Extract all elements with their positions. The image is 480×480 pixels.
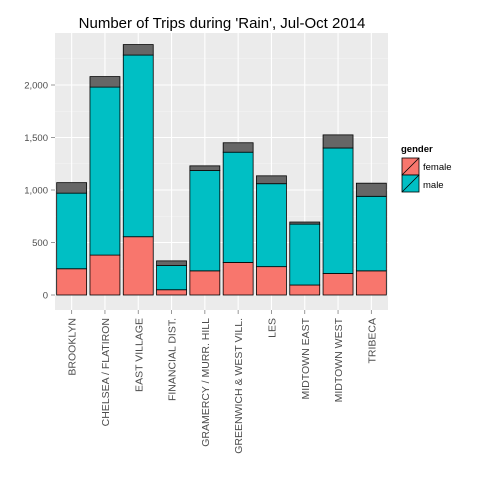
bars (56, 44, 387, 296)
x-tick-label: BROOKLYN (67, 318, 79, 376)
legend-title: gender (401, 144, 433, 155)
bar-segment-female-7 (289, 284, 321, 296)
bar-segment-female-3 (156, 289, 187, 296)
bar-segment-female-8 (322, 273, 354, 296)
legend-label-male: male (423, 180, 444, 191)
y-tick-label: 0 (43, 291, 48, 302)
bar-segment-male-4 (189, 170, 221, 272)
bar-segment-male-5 (222, 151, 254, 263)
bar-segment-female-9 (355, 270, 387, 296)
bar-segment-unlabeled-3 (156, 260, 187, 266)
x-tick-label: LES (266, 318, 278, 338)
bar-segment-unlabeled-0 (56, 182, 88, 194)
x-tick-label: TRIBECA (366, 318, 378, 364)
legend-key-female-slash (401, 157, 420, 176)
y-tick-label: 2,000 (24, 81, 48, 92)
legend-label-female: female (423, 162, 452, 173)
bar-segment-female-0 (56, 268, 88, 296)
x-tick-label: GREENWICH & WEST VILL. (233, 318, 245, 454)
bar-segment-male-8 (322, 147, 354, 274)
legend-key-male-slash (401, 174, 420, 193)
bar-segment-male-3 (156, 265, 187, 291)
bar-segment-male-7 (289, 223, 321, 286)
bar-segment-female-2 (122, 236, 154, 296)
x-tick-label: FINANCIAL DIST. (167, 318, 179, 401)
bar-segment-unlabeled-9 (355, 182, 387, 197)
x-tick-label: MIDTOWN WEST (333, 317, 345, 402)
y-axis: 0 500 1,000 1,500 2,000 (24, 81, 55, 302)
bar-segment-female-1 (89, 254, 121, 296)
bar-segment-male-6 (256, 183, 287, 268)
bar-segment-male-1 (89, 86, 121, 256)
bar-segment-unlabeled-4 (189, 165, 221, 171)
bar-segment-male-2 (122, 54, 154, 238)
bar-segment-unlabeled-7 (289, 221, 321, 225)
legend: gender female male (401, 144, 452, 193)
bar-segment-unlabeled-8 (322, 134, 354, 149)
bar-segment-unlabeled-1 (89, 76, 121, 88)
y-tick-label: 1,000 (24, 186, 48, 197)
legend-item-male: male (401, 174, 444, 193)
y-tick-label: 1,500 (24, 133, 48, 144)
legend-item-female: female (401, 157, 452, 176)
bar-segment-male-9 (355, 195, 387, 272)
bar-segment-male-0 (56, 192, 88, 270)
y-tick-label: 500 (32, 238, 48, 249)
x-tick-label: CHELSEA / FLATIRON (100, 318, 112, 426)
x-tick-label: MIDTOWN EAST (300, 317, 312, 399)
bar-segment-female-5 (222, 262, 254, 296)
x-tick-label: GRAMERCY / MURR. HILL (200, 318, 212, 447)
chart-title: Number of Trips during 'Rain', Jul-Oct 2… (79, 15, 366, 32)
bar-segment-female-4 (189, 270, 221, 296)
bar-segment-unlabeled-6 (256, 175, 287, 185)
bar-segment-female-6 (256, 266, 287, 296)
bar-segment-unlabeled-5 (222, 142, 254, 153)
bar-segment-unlabeled-2 (122, 44, 154, 56)
x-tick-label: EAST VILLAGE (133, 318, 145, 392)
x-axis: BROOKLYN CHELSEA / FLATIRON EAST VILLAGE FI… (67, 310, 378, 454)
